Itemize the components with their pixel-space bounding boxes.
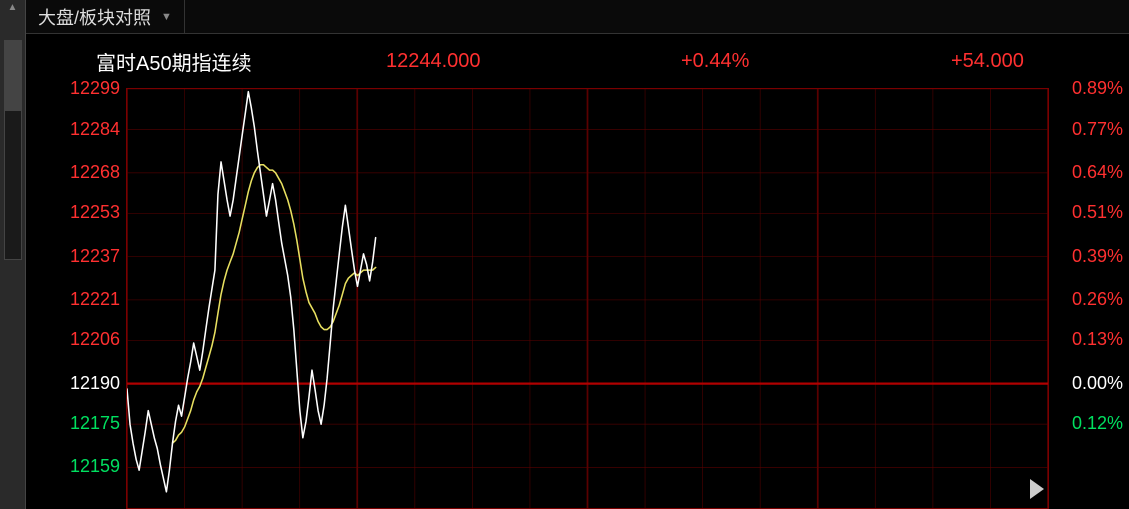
tab-label: 大盘/板块对照 <box>38 4 151 30</box>
axis-tick: 12206 <box>70 330 120 348</box>
instrument-name: 富时A50期指连续 <box>96 47 386 76</box>
y-axis-left: 1229912284122681225312237122211220612190… <box>26 88 126 509</box>
scrollbar-thumb[interactable] <box>5 41 21 111</box>
axis-tick: 12268 <box>70 163 120 181</box>
axis-tick: 0.13% <box>1072 330 1123 348</box>
main-panel: 大盘/板块对照 ▼ 富时A50期指连续 12244.000 +0.44% +54… <box>26 0 1129 509</box>
axis-tick: 12284 <box>70 120 120 138</box>
quote-header: 富时A50期指连续 12244.000 +0.44% +54.000 <box>26 34 1129 88</box>
axis-tick: 12253 <box>70 203 120 221</box>
app-root: ▲ 大盘/板块对照 ▼ 富时A50期指连续 12244.000 +0.44% +… <box>0 0 1129 509</box>
axis-tick: 0.89% <box>1072 79 1123 97</box>
axis-tick: 0.51% <box>1072 203 1123 221</box>
axis-tick: 12299 <box>70 79 120 97</box>
axis-tick: 12175 <box>70 414 120 432</box>
axis-tick: 0.00% <box>1072 374 1123 392</box>
change-absolute: +54.000 <box>951 50 1024 73</box>
axis-tick: 0.39% <box>1072 247 1123 265</box>
axis-tick: 12190 <box>70 374 120 392</box>
axis-tick: 0.77% <box>1072 120 1123 138</box>
axis-tick: 12221 <box>70 290 120 308</box>
dropdown-icon: ▼ <box>161 11 172 23</box>
change-percent: +0.44% <box>681 50 951 73</box>
tab-market-compare[interactable]: 大盘/板块对照 ▼ <box>26 0 185 33</box>
next-page-icon[interactable] <box>1030 479 1044 499</box>
axis-tick: 0.64% <box>1072 163 1123 181</box>
axis-tick: 12159 <box>70 457 120 475</box>
axis-tick: 0.12% <box>1072 414 1123 432</box>
axis-tick: 0.26% <box>1072 290 1123 308</box>
chart-container: 1229912284122681225312237122211220612190… <box>26 88 1129 509</box>
last-price: 12244.000 <box>386 50 681 73</box>
top-tab-bar: 大盘/板块对照 ▼ <box>26 0 1129 34</box>
y-axis-right: 0.89%0.77%0.64%0.51%0.39%0.26%0.13%0.00%… <box>1049 88 1129 509</box>
axis-tick: 12237 <box>70 247 120 265</box>
left-scroll-gutter: ▲ <box>0 0 26 509</box>
scrollbar-track[interactable] <box>4 40 22 260</box>
chart-plot-area[interactable] <box>126 88 1049 509</box>
scroll-up-icon[interactable]: ▲ <box>8 2 18 13</box>
